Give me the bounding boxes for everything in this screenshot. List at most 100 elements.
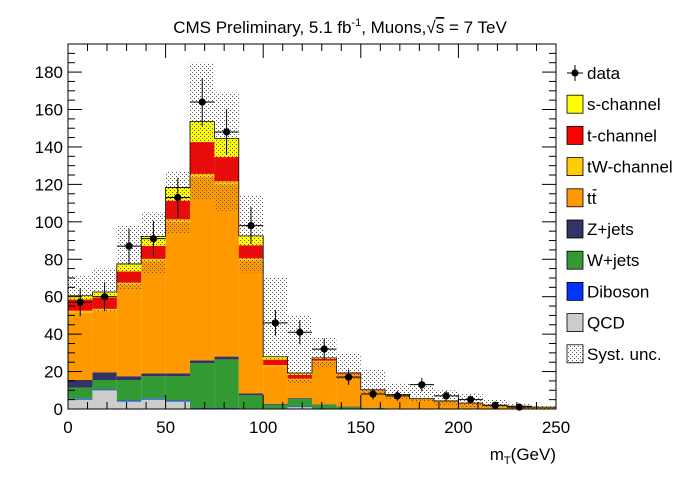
legend-z-jets-label: Z+jets (587, 220, 634, 239)
bar-tt-8 (263, 366, 287, 403)
y-tick-label-5: 100 (35, 213, 63, 232)
bar-qcd-2 (117, 402, 141, 409)
bar-tt-7 (239, 261, 263, 394)
data-point-4 (174, 194, 181, 201)
bar-diboson-1 (92, 389, 116, 390)
bar-tt-1 (92, 311, 116, 373)
bar-z-jets-3 (141, 373, 165, 376)
data-point-14 (418, 381, 425, 388)
title-middle: , Muons, (361, 18, 426, 37)
plot-area (68, 63, 556, 411)
bar-w-jets-9 (288, 399, 312, 406)
bar-z-jets-7 (239, 393, 263, 395)
legend-qcd-label: QCD (587, 314, 625, 333)
legend-w-jets-swatch (567, 251, 583, 269)
y-tick-label-1: 20 (44, 363, 63, 382)
y-tick-label-7: 140 (35, 138, 63, 157)
bar-z-jets-1 (92, 373, 116, 380)
data-point-11 (345, 374, 352, 381)
bar-tt-2 (117, 285, 141, 377)
legend-qcd-swatch (567, 314, 583, 332)
data-point-3 (150, 235, 157, 242)
bar-z-jets-2 (117, 376, 141, 380)
legend-syst-swatch (567, 345, 583, 363)
bar-w-jets-1 (92, 380, 116, 389)
legend-diboson-label: Diboson (587, 282, 649, 301)
bar-w-jets-2 (117, 380, 141, 401)
bar-diboson-4 (166, 401, 190, 402)
x-tick-label-1: 50 (156, 418, 175, 437)
bar-diboson-3 (141, 399, 165, 400)
bar-z-jets-5 (190, 360, 214, 363)
x-axis-label: mT(GeV) (490, 445, 556, 467)
bar-w-jets-4 (166, 376, 190, 400)
data-point-15 (443, 392, 450, 399)
data-point-9 (296, 329, 303, 336)
legend-t-channel-swatch (567, 126, 583, 144)
bar-qcd-4 (166, 402, 190, 409)
data-point-5 (199, 98, 206, 105)
legend-data-marker (571, 69, 578, 76)
bar-qcd-0 (68, 400, 92, 409)
bar-z-jets-9 (288, 398, 312, 399)
bar-w-jets-3 (141, 376, 165, 398)
data-point-12 (369, 390, 376, 397)
bar-tt-3 (141, 261, 165, 373)
legend-s-channel-label: s-channel (587, 95, 661, 114)
bar-tt-5 (190, 177, 214, 360)
legend-tw-channel-label: tW-channel (587, 158, 673, 177)
title-sqrt-arg: s (436, 18, 445, 37)
x-tick-label-3: 150 (347, 418, 375, 437)
title-prefix: CMS Preliminary, 5.1 fb (173, 18, 351, 37)
bar-w-jets-8 (263, 405, 287, 409)
chart-title: CMS Preliminary, 5.1 fb-1, Muons,√s = 7 … (173, 17, 507, 37)
bar-z-jets-8 (263, 404, 287, 405)
data-point-7 (247, 222, 254, 229)
x-tick-label-4: 200 (444, 418, 472, 437)
y-tick-label-8: 160 (35, 101, 63, 120)
data-point-13 (394, 392, 401, 399)
y-tick-label-4: 80 (44, 250, 63, 269)
bar-w-jets-5 (190, 363, 214, 408)
data-point-8 (272, 319, 279, 326)
data-point-2 (125, 243, 132, 250)
syst-band-19 (532, 405, 556, 409)
x-tick-label-2: 100 (249, 418, 277, 437)
legend-tw-channel-swatch (567, 158, 583, 176)
legend-diboson-swatch (567, 282, 583, 300)
legend-tt-swatch (567, 189, 583, 207)
legend: data s-channel t-channel tW-channel tt Z+jets… (567, 64, 673, 364)
bar-qcd-1 (92, 390, 116, 409)
y-tick-label-3: 60 (44, 288, 63, 307)
legend-tt-label: tt (587, 189, 597, 208)
title-suffix: = 7 TeV (444, 18, 507, 37)
legend-s-channel-swatch (567, 95, 583, 113)
x-tick-label-0: 0 (63, 418, 72, 437)
y-tick-label-0: 0 (54, 400, 63, 419)
legend-w-jets-label: W+jets (587, 251, 639, 270)
bar-qcd-3 (141, 400, 165, 409)
y-tick-label-6: 120 (35, 175, 63, 194)
data-point-0 (77, 299, 84, 306)
data-point-6 (223, 128, 230, 135)
x-axis-label-main: m (490, 445, 504, 464)
bar-z-jets-10 (312, 404, 336, 405)
legend-data-label: data (587, 64, 621, 83)
y-tick-label-9: 180 (35, 63, 63, 82)
bar-diboson-2 (117, 401, 141, 402)
bar-tt-0 (68, 313, 92, 380)
title-superscript: -1 (351, 17, 361, 29)
bar-z-jets-6 (214, 357, 238, 360)
bar-z-jets-4 (166, 373, 190, 376)
bar-tw-channel-8 (263, 365, 287, 366)
bar-tt-4 (166, 222, 190, 374)
bar-w-jets-6 (214, 359, 238, 408)
data-point-1 (101, 293, 108, 300)
data-point-16 (467, 396, 474, 403)
bar-w-jets-7 (239, 395, 263, 408)
x-tick-label-5: 250 (542, 418, 570, 437)
x-axis-label-unit: (GeV) (511, 445, 556, 464)
legend-z-jets-swatch (567, 220, 583, 238)
legend-t-channel-label: t-channel (587, 126, 657, 145)
